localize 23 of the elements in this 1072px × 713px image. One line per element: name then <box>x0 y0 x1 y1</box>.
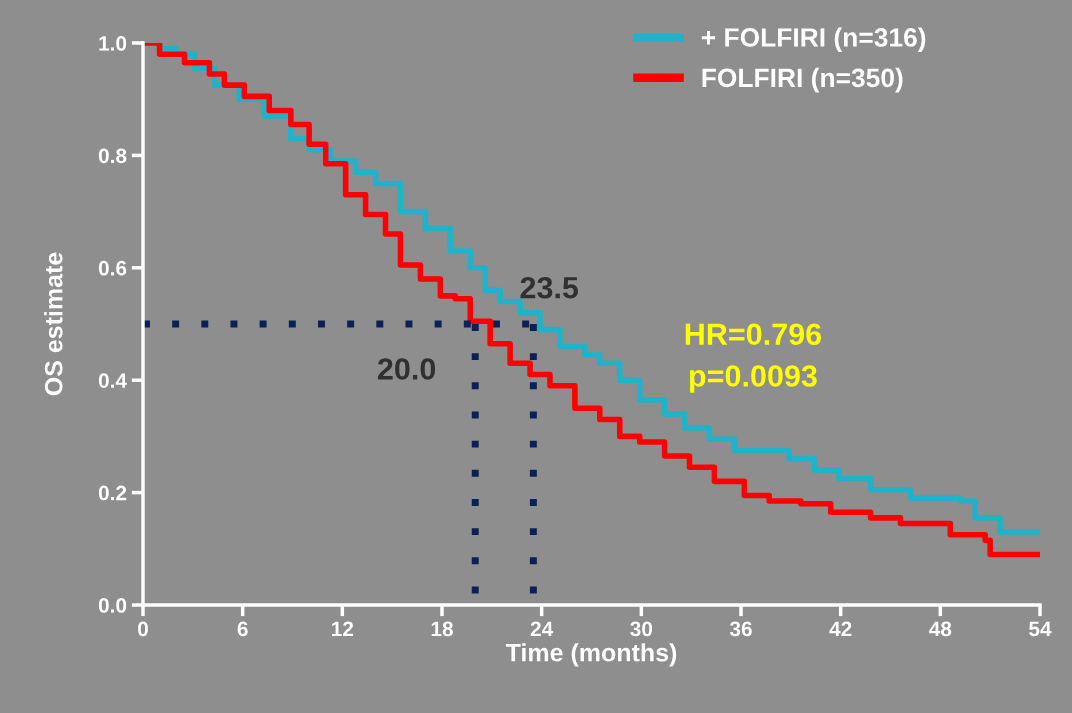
legend-label: + FOLFIRI (n=316) <box>701 27 926 53</box>
x-tick-label: 24 <box>530 621 554 637</box>
y-axis-title: OS estimate <box>44 252 63 396</box>
y-tick-label: 0.2 <box>98 485 127 501</box>
x-tick-label: 48 <box>929 621 952 637</box>
x-tick-label: 42 <box>829 621 852 637</box>
y-tick-label: 0.8 <box>98 148 127 164</box>
legend-label: FOLFIRI (n=350) <box>702 67 903 93</box>
annotation: 23.5 <box>520 276 579 299</box>
y-tick-label: 0.6 <box>98 260 127 276</box>
y-tick-label: 0.0 <box>98 598 127 613</box>
x-tick-label: 36 <box>729 621 752 637</box>
y-tick-label: 1.0 <box>99 36 127 51</box>
x-tick-label: 54 <box>1029 621 1052 637</box>
x-tick-label: 0 <box>138 621 148 637</box>
annotation: HR=0.796 p=0.0093 <box>685 323 822 393</box>
annotation: 20.0 <box>377 358 436 380</box>
x-tick-label: 30 <box>630 621 653 637</box>
x-tick-label: 18 <box>431 621 453 637</box>
x-tick-label: 6 <box>237 621 248 637</box>
x-axis-title: Time (months) <box>505 643 677 667</box>
x-tick-label: 12 <box>332 621 354 637</box>
y-tick-label: 0.4 <box>98 373 127 388</box>
